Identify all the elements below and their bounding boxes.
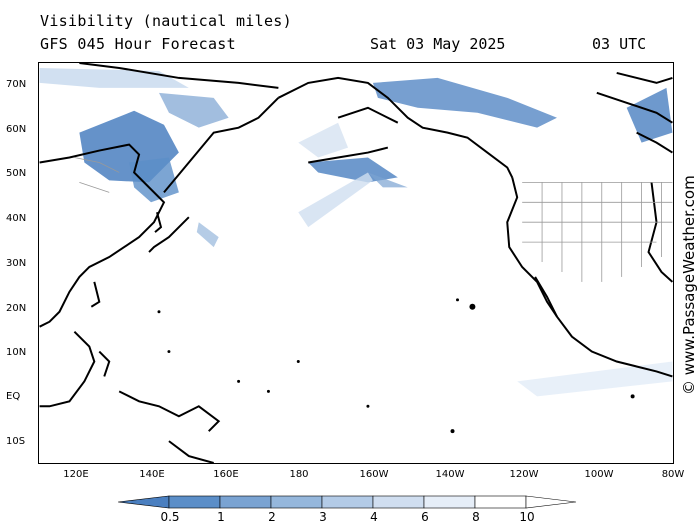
map-title: Visibility (nautical miles) <box>40 12 292 30</box>
lat-label: 60N <box>6 124 27 135</box>
lat-label: 30N <box>6 258 27 269</box>
visibility-map <box>38 62 674 464</box>
lat-label: 50N <box>6 168 27 179</box>
lon-label: 160W <box>359 469 389 480</box>
colorbar-cell <box>372 495 425 509</box>
lat-label: 10S <box>6 436 26 447</box>
lon-label: 120E <box>63 469 89 480</box>
colorbar-label: 4 <box>370 510 378 524</box>
lat-label: 10N <box>6 347 27 358</box>
lat-label: 40N <box>6 213 27 224</box>
coastlines <box>39 63 673 463</box>
colorbar-cells <box>118 495 577 509</box>
colorbar-extend-low <box>118 495 170 509</box>
colorbar <box>118 495 577 509</box>
lon-label: 160E <box>213 469 239 480</box>
colorbar-label: 8 <box>472 510 480 524</box>
lon-label: 140E <box>139 469 165 480</box>
colorbar-cell <box>423 495 476 509</box>
colorbar-extend-high <box>525 495 577 509</box>
forecast-time: 03 UTC <box>592 35 647 53</box>
lat-label: 20N <box>6 303 27 314</box>
colorbar-label: 10 <box>519 510 535 524</box>
colorbar-cell <box>219 495 272 509</box>
colorbar-cell <box>168 495 221 509</box>
site-watermark: © www.PassageWeather.com <box>680 175 698 395</box>
colorbar-cell <box>321 495 374 509</box>
lon-label: 100W <box>584 469 614 480</box>
lon-label: 140W <box>435 469 465 480</box>
forecast-subtitle: GFS 045 Hour Forecast <box>40 35 236 53</box>
colorbar-label: 0.5 <box>160 510 180 524</box>
colorbar-cell <box>270 495 323 509</box>
islands <box>157 298 635 434</box>
lon-label: 120W <box>509 469 539 480</box>
colorbar-label: 1 <box>217 510 225 524</box>
colorbar-cell <box>474 495 527 509</box>
lon-label: 180 <box>289 469 309 480</box>
forecast-date: Sat 03 May 2025 <box>370 35 506 53</box>
lon-label: 80W <box>661 469 685 480</box>
state-borders <box>74 157 673 282</box>
colorbar-label: 3 <box>319 510 327 524</box>
colorbar-label: 2 <box>268 510 276 524</box>
lat-label: EQ <box>6 391 21 402</box>
visibility-shading <box>39 67 673 397</box>
colorbar-label: 6 <box>421 510 429 524</box>
lat-label: 70N <box>6 79 27 90</box>
